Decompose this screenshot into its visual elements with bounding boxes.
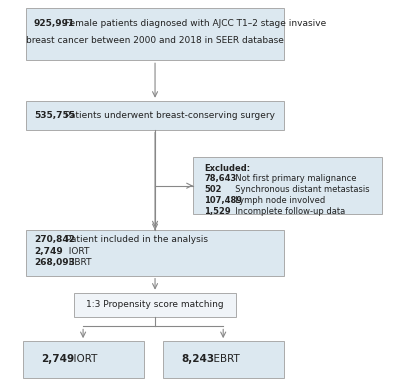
- Text: 270,842: 270,842: [34, 235, 75, 244]
- Text: EBRT: EBRT: [207, 354, 240, 364]
- Text: 2,749: 2,749: [42, 354, 74, 364]
- Text: 535,755: 535,755: [34, 111, 75, 120]
- Text: IORT: IORT: [67, 354, 98, 364]
- Text: 502: 502: [204, 185, 222, 194]
- Text: breast cancer between 2000 and 2018 in SEER database: breast cancer between 2000 and 2018 in S…: [26, 36, 284, 45]
- FancyBboxPatch shape: [193, 157, 382, 214]
- FancyBboxPatch shape: [26, 8, 284, 60]
- Text: 268,093: 268,093: [34, 259, 75, 267]
- Text: IORT: IORT: [63, 247, 89, 256]
- FancyBboxPatch shape: [74, 293, 236, 317]
- FancyBboxPatch shape: [26, 101, 284, 130]
- Text: Not first primary malignance: Not first primary malignance: [230, 174, 356, 183]
- Text: Incomplete follow-up data: Incomplete follow-up data: [230, 207, 345, 215]
- Text: Synchronous distant metastasis: Synchronous distant metastasis: [230, 185, 370, 194]
- Text: 2,749: 2,749: [34, 247, 63, 256]
- Text: 1,529: 1,529: [204, 207, 231, 215]
- Text: Excluded:: Excluded:: [204, 164, 250, 173]
- FancyBboxPatch shape: [163, 341, 284, 378]
- Text: Patients underwent breast-conserving surgery: Patients underwent breast-conserving sur…: [62, 111, 274, 120]
- FancyBboxPatch shape: [26, 230, 284, 276]
- Text: EBRT: EBRT: [63, 259, 92, 267]
- Text: 78,643: 78,643: [204, 174, 236, 183]
- Text: Female patients diagnosed with AJCC T1–2 stage invasive: Female patients diagnosed with AJCC T1–2…: [62, 19, 326, 28]
- Text: Lymph node involved: Lymph node involved: [230, 196, 325, 205]
- Text: 8,243: 8,243: [182, 354, 215, 364]
- Text: Patient included in the analysis: Patient included in the analysis: [63, 235, 208, 244]
- Text: 107,489: 107,489: [204, 196, 242, 205]
- FancyBboxPatch shape: [22, 341, 144, 378]
- Text: 1:3 Propensity score matching: 1:3 Propensity score matching: [86, 300, 224, 309]
- Text: 925,991: 925,991: [34, 19, 75, 28]
